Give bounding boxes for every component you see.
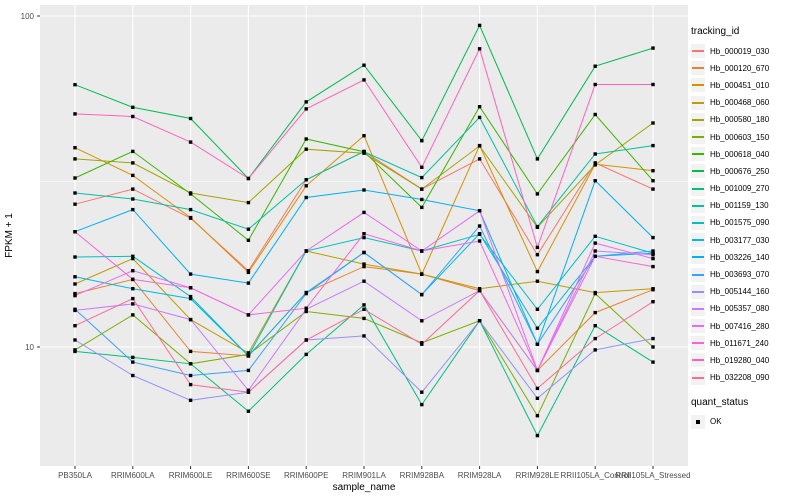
legend-item-label: Hb_005144_160 (710, 287, 770, 297)
legend-item-Hb_000580_180: Hb_000580_180 (691, 112, 799, 127)
legend-key-line-icon (691, 44, 705, 59)
legend-item-Hb_000603_150: Hb_000603_150 (691, 130, 799, 145)
x-tick-label-RRIM600LA: RRIM600LA (111, 471, 155, 480)
y-tick-label-100: 100 (21, 12, 35, 21)
legend-key-line-icon (691, 233, 705, 248)
legend-title-tracking-id: tracking_id (691, 26, 740, 37)
series-points-Hb_019280_040 (73, 47, 655, 250)
legend-item-label: Hb_000451_010 (710, 80, 770, 90)
legend-item-Hb_000676_250: Hb_000676_250 (691, 164, 799, 179)
quant-ok-square-icon (691, 414, 705, 429)
legend-item-label: Hb_019280_040 (710, 355, 770, 365)
series-points-Hb_011671_240 (73, 230, 655, 373)
legend-item-label: Hb_001009_270 (710, 184, 770, 194)
legend-item-label: Hb_011671_240 (710, 338, 769, 348)
legend-item-label: Hb_000019_030 (710, 46, 770, 56)
legend-item-label: Hb_001575_090 (710, 218, 770, 228)
legend-item-label: Hb_000618_040 (710, 149, 770, 159)
legend-item-Hb_000451_010: Hb_000451_010 (691, 78, 799, 93)
legend-item-Hb_032208_090: Hb_032208_090 (691, 370, 799, 385)
x-tick-label-PB350LA: PB350LA (58, 471, 92, 480)
x-tick-label-RRIM928LE: RRIM928LE (516, 471, 560, 480)
x-tick-label-RRII105LA_Control: RRII105LA_Control (561, 471, 631, 480)
legend: tracking_id Hb_000019_030 Hb_000120_670 Hb… (691, 26, 799, 432)
axis-ticks (37, 15, 654, 469)
legend-key-line-icon (691, 112, 705, 127)
legend-item-Hb_000120_670: Hb_000120_670 (691, 61, 799, 76)
legend-item-Hb_001159_130: Hb_001159_130 (691, 198, 799, 213)
legend-item-label: Hb_003693_070 (710, 270, 770, 280)
legend-key-line-icon (691, 284, 705, 299)
legend-item-Hb_003693_070: Hb_003693_070 (691, 267, 799, 282)
legend-key-line-icon (691, 181, 705, 196)
series-points-Hb_032208_090 (73, 288, 655, 394)
legend-item-label: Hb_001159_130 (710, 201, 769, 211)
legend-item-Hb_001009_270: Hb_001009_270 (691, 181, 799, 196)
legend-item-label: Hb_032208_090 (710, 373, 770, 383)
x-tick-label-RRIM901LA: RRIM901LA (342, 471, 386, 480)
legend-key-line-icon (691, 267, 705, 282)
legend-tracking-items: Hb_000019_030 Hb_000120_670 Hb_000451_010 H… (691, 44, 799, 385)
legend-title-quant-status: quant_status (691, 396, 749, 408)
legend-item-Hb_001575_090: Hb_001575_090 (691, 215, 799, 230)
legend-key-line-icon (691, 215, 705, 230)
legend-key-line-icon (691, 78, 705, 93)
legend-key-line-icon (691, 301, 705, 316)
legend-item-Hb_003177_030: Hb_003177_030 (691, 233, 799, 248)
legend-item-Hb_003226_140: Hb_003226_140 (691, 250, 799, 265)
legend-item-label: Hb_007416_280 (710, 321, 770, 331)
legend-item-label: Hb_000468_060 (710, 98, 770, 108)
legend-key-line-icon (691, 319, 705, 334)
x-tick-label-RRIM928BA: RRIM928BA (400, 471, 445, 480)
x-tick-label-RRIM928LA: RRIM928LA (458, 471, 502, 480)
legend-item-label: Hb_000580_180 (710, 115, 770, 125)
legend-item-Hb_007416_280: Hb_007416_280 (691, 319, 799, 334)
legend-key-line-icon (691, 164, 705, 179)
y-tick-label-10: 10 (25, 343, 34, 352)
legend-item-Hb_019280_040: Hb_019280_040 (691, 353, 799, 368)
x-axis-title: sample_name (333, 482, 396, 493)
legend-key-line-icon (691, 95, 705, 110)
legend-item-Hb_011671_240: Hb_011671_240 (691, 336, 799, 351)
x-tick-label-RRIM600PE: RRIM600PE (284, 471, 328, 480)
legend-key-line-icon (691, 61, 705, 76)
legend-key-line-icon (691, 336, 705, 351)
legend-item-label: Hb_000603_150 (710, 132, 770, 142)
legend-key-line-icon (691, 370, 705, 385)
legend-item-label: Hb_003177_030 (710, 235, 770, 245)
x-tick-label-RRII105LA_Stressed: RRII105LA_Stressed (615, 471, 690, 480)
legend-item-Hb_000019_030: Hb_000019_030 (691, 44, 799, 59)
y-axis-title: FPKM + 1 (4, 213, 15, 258)
legend-item-Hb_005144_160: Hb_005144_160 (691, 284, 799, 299)
legend-key-line-icon (691, 130, 705, 145)
legend-item-quant-ok: OK (691, 414, 799, 429)
legend-item-label: Hb_000120_670 (710, 63, 770, 73)
legend-item-Hb_000618_040: Hb_000618_040 (691, 147, 799, 162)
legend-item-label: Hb_005357_080 (710, 304, 770, 314)
x-tick-label-RRIM600SE: RRIM600SE (226, 471, 270, 480)
legend-item-Hb_005357_080: Hb_005357_080 (691, 301, 799, 316)
legend-item-label: Hb_000676_250 (710, 166, 770, 176)
legend-key-line-icon (691, 198, 705, 213)
legend-key-line-icon (691, 147, 705, 162)
x-tick-label-RRIM600LE: RRIM600LE (169, 471, 213, 480)
legend-item-Hb_000468_060: Hb_000468_060 (691, 95, 799, 110)
legend-item-label: Hb_003226_140 (710, 252, 770, 262)
legend-item-label: OK (710, 417, 722, 427)
legend-key-line-icon (691, 250, 705, 265)
legend-key-line-icon (691, 353, 705, 368)
series-points-Hb_001159_130 (73, 115, 655, 231)
